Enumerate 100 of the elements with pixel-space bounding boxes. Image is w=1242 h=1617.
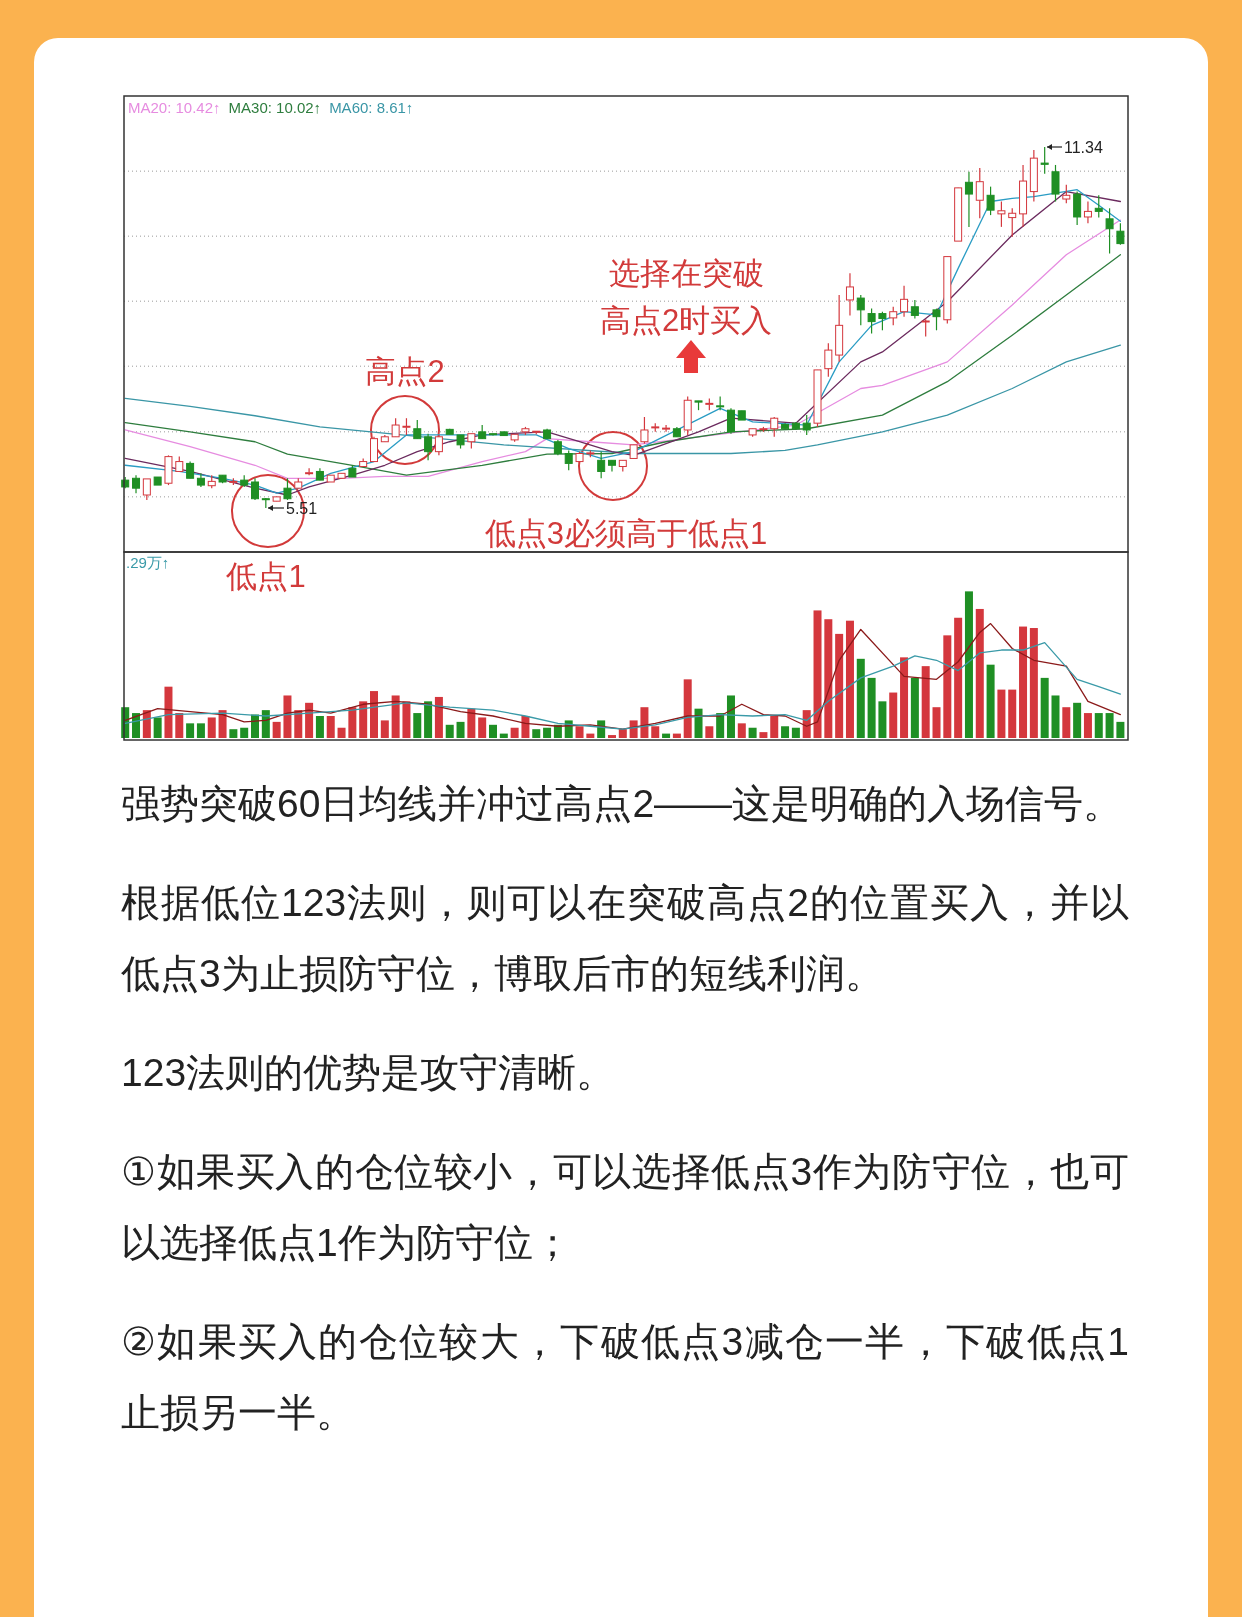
- annotation: 11.34: [1064, 139, 1103, 156]
- bar: [943, 635, 952, 738]
- bar: [1083, 713, 1092, 738]
- bar: [1040, 677, 1049, 738]
- bar: [726, 695, 735, 738]
- bar: [889, 692, 898, 738]
- candlestick: [251, 477, 260, 501]
- candlestick: [597, 451, 606, 479]
- bar: [370, 691, 378, 738]
- bar: [716, 713, 725, 738]
- candlestick: [726, 407, 735, 435]
- bar: [424, 701, 433, 738]
- bar: [694, 708, 703, 738]
- bar: [975, 608, 984, 738]
- bar: [445, 724, 454, 738]
- bar: [813, 610, 822, 738]
- bar: [153, 717, 162, 738]
- text: MA30: 10.02↑: [228, 99, 322, 116]
- bar: [456, 721, 465, 738]
- candlestick: [391, 417, 400, 438]
- bar: [413, 713, 422, 738]
- bar: [391, 695, 400, 738]
- candlestick: [824, 342, 833, 378]
- bar: [337, 727, 346, 738]
- text: 根据低位123法则，则可以在突破高点2的位置买入，并以低点3为止损防守位，博取后市的短线利润。: [121, 880, 1129, 997]
- bar: [532, 729, 541, 738]
- bar: [954, 617, 963, 738]
- candlestick: [424, 433, 433, 461]
- bar: [272, 721, 281, 738]
- candlestick: [305, 467, 314, 476]
- bar: [359, 701, 368, 738]
- bar: [196, 723, 205, 738]
- bar: [305, 702, 314, 738]
- bar: [467, 708, 476, 738]
- bar: [618, 729, 627, 738]
- bar: [824, 619, 833, 738]
- bar: [607, 735, 616, 738]
- bar: [499, 733, 508, 738]
- candlestick: [1008, 207, 1017, 238]
- bar: [932, 707, 941, 738]
- bar: [867, 677, 876, 738]
- bar: [640, 707, 649, 738]
- bar: [910, 677, 919, 738]
- bar: [586, 733, 595, 738]
- bar: [1029, 628, 1038, 738]
- text: 低点3必须高于低点1: [484, 516, 768, 551]
- annotation: 高点2: [365, 354, 445, 389]
- annotation: 高点2时买入: [599, 303, 773, 338]
- bar: [326, 716, 335, 738]
- bar: [705, 726, 714, 738]
- bar: [845, 620, 854, 738]
- bar: [207, 717, 216, 738]
- bar: [900, 657, 909, 738]
- text: MA20: 10.42↑: [128, 99, 221, 116]
- candlestick: [900, 285, 909, 318]
- candlestick: [975, 167, 984, 219]
- bar: [997, 689, 1006, 738]
- candlestick: [1083, 200, 1092, 224]
- annotation: 低点1: [226, 559, 306, 594]
- bar: [510, 727, 519, 738]
- bar: [1051, 695, 1060, 738]
- annotation: 选择在突破: [608, 256, 764, 291]
- candlestick: [802, 414, 811, 436]
- candlestick: [889, 306, 898, 326]
- bar: [132, 713, 141, 738]
- bar: [142, 710, 151, 738]
- candlestick: [845, 272, 854, 317]
- bar: [835, 633, 844, 738]
- bar: [964, 591, 973, 738]
- candlestick: [770, 416, 779, 438]
- bar: [683, 679, 692, 738]
- bar: [651, 726, 660, 738]
- bar: [488, 724, 497, 738]
- bar: [478, 717, 487, 738]
- bar: [921, 666, 930, 738]
- candlestick: [142, 478, 151, 501]
- bar: [770, 716, 779, 738]
- bar: [240, 727, 249, 738]
- bar: [294, 710, 303, 738]
- candlestick: [1116, 222, 1125, 246]
- bar: [164, 686, 173, 738]
- bar: [521, 716, 530, 738]
- bar: [1094, 713, 1103, 738]
- bar: [759, 732, 768, 738]
- bar: [1019, 626, 1028, 738]
- bar: [1062, 707, 1071, 738]
- candlestick: [1051, 164, 1060, 203]
- candlestick: [283, 477, 292, 501]
- text: MA60: 8.61↑: [329, 99, 414, 116]
- text: .29万↑: [126, 554, 170, 571]
- text: 123法则的优势是攻守清晰。: [121, 1050, 617, 1096]
- bar: [186, 723, 195, 738]
- candlestick: [564, 449, 573, 471]
- bar: [543, 727, 552, 738]
- candlestick: [1105, 207, 1114, 255]
- bar: [1105, 713, 1114, 738]
- candlestick: [640, 416, 649, 445]
- candlestick: [488, 433, 497, 437]
- bar: [748, 727, 757, 738]
- bar: [1073, 702, 1082, 738]
